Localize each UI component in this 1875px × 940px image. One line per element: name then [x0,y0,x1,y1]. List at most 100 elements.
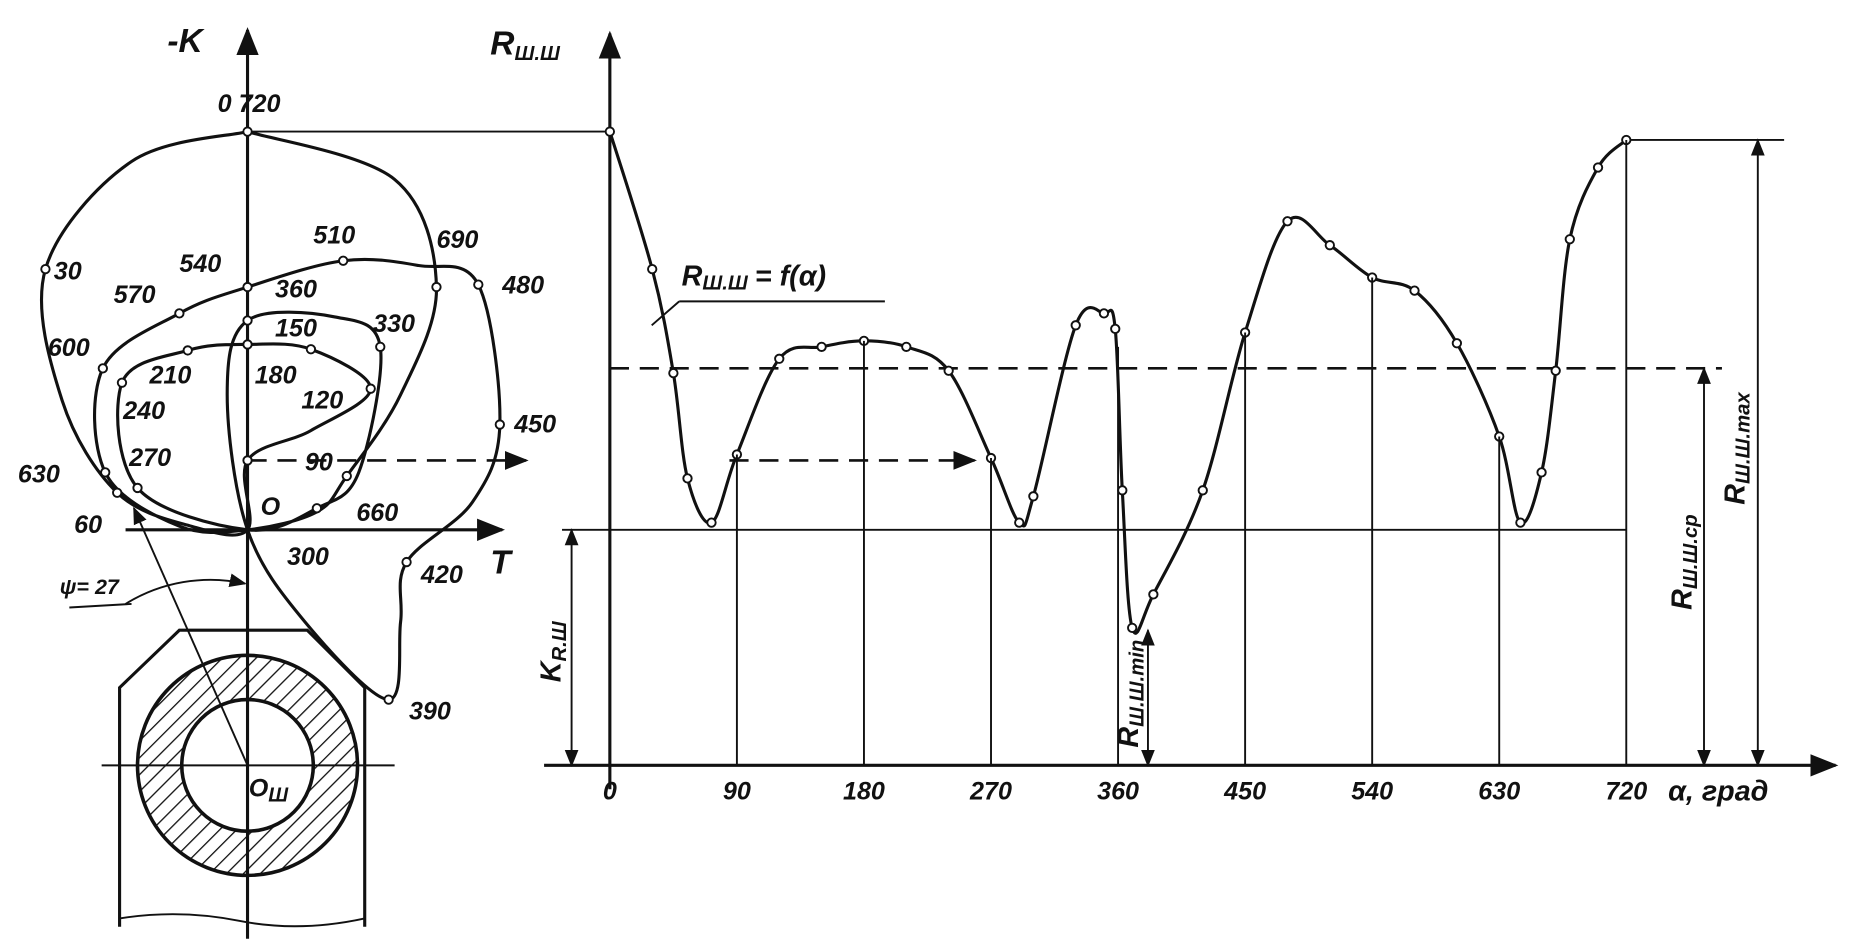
point-label: 360 [275,275,317,303]
x-tick-label: 90 [723,778,751,806]
curve-label: RШ.Ш = f(α) [682,260,827,295]
sub: Ш.Ш.ср [1680,514,1702,589]
curve-point [1070,320,1081,331]
polar-point [242,455,253,466]
x-tick-label: 270 [969,778,1012,806]
alpha-axis-label: α, град [1668,775,1768,807]
curve-point [1127,622,1138,633]
break-line [119,913,365,928]
polar-point [473,279,484,290]
curve-point [1282,216,1293,227]
curve-point [1028,491,1039,502]
point-label: 480 [501,272,544,300]
point-label: 450 [513,410,556,438]
point-label: 420 [420,561,463,589]
leader [651,300,680,327]
x-tick-label: 630 [1478,778,1520,806]
curve-point [1451,338,1463,349]
polar-point [401,556,412,568]
point-label: 630 [18,461,60,489]
polar-point [341,470,352,482]
curve-point [1515,517,1526,528]
polar-point [365,383,376,394]
labels: -K T O OШ ψ= 27 RШ.Ш RШ.Ш = f(α) α, град [60,23,1769,807]
origin-label: O [261,493,281,521]
point-label: 120 [301,386,343,414]
polar-point [116,377,128,388]
polar-point [242,126,253,137]
polar-point [375,341,386,352]
point-label: 60 [74,511,102,539]
polar-point [97,363,108,374]
x-tick-label: 450 [1223,778,1266,806]
sub: R.Ш [549,620,571,661]
t-axis-label: T [490,544,513,581]
polar-point [242,339,253,350]
curve-point [1324,240,1335,251]
polar-point [311,503,323,514]
curve-point [1098,308,1110,319]
point-label: 600 [48,334,90,362]
curve-point [1110,323,1121,335]
point-label: 90 [305,449,333,477]
polar-point [431,281,442,293]
polar-point [112,487,123,498]
x-tick-label: 540 [1351,778,1393,806]
curve-point [1014,517,1025,528]
point-label: 270 [128,444,171,472]
sub: Ш [268,785,289,807]
curve-point [1117,485,1128,496]
x-tick-label: 360 [1097,778,1139,806]
point-label: 330 [373,310,415,338]
rest: = f(α) [755,260,826,292]
point-label: 570 [114,281,156,309]
point-label: 210 [148,361,191,389]
x-tick-label: 0 [603,778,617,806]
point-label: 30 [54,257,82,285]
polar-point [338,255,349,266]
angle-label: ψ= 27 [60,575,120,599]
x-tick-label: 180 [843,778,885,806]
dimension-label: RШ.Ш.ср [1666,514,1702,609]
curve-point [604,126,615,137]
polar-point [383,694,394,705]
point-label: 540 [179,250,221,278]
polar-point [40,263,51,275]
curve-point [1592,162,1604,173]
point-label: 510 [313,221,355,249]
polar-point [494,419,505,430]
leader [69,602,132,609]
k-axis-label: -K [167,23,205,60]
point-label: 300 [287,543,329,571]
dimension-label: RШ.Ш.min [1113,640,1149,748]
curve-point [1550,365,1561,376]
curve-point [706,517,717,528]
point-label: 660 [356,499,398,527]
load-vector [133,506,249,766]
curve-point [943,365,954,376]
main: O [249,774,269,802]
point-label: 390 [409,697,451,725]
point-label: 180 [255,361,297,389]
curve-point [682,473,693,484]
curve-point [1536,467,1547,478]
point-label: 240 [122,397,165,425]
curve-point [1564,234,1575,245]
polar-point [174,308,185,319]
sub: Ш.Ш.min [1127,640,1149,727]
polar-point [100,467,111,478]
curve-point [1197,485,1208,496]
main: R [682,260,703,292]
point-label: 0 720 [218,90,281,118]
curve-point [774,353,785,364]
x-tick-label: 720 [1605,778,1647,806]
main: R [1719,484,1751,505]
polar-point [132,482,143,494]
main: K [535,659,567,682]
dimension-label: KR.Ш [535,620,571,682]
housing [118,628,367,927]
main: R [1113,727,1145,748]
curve-point [1148,589,1159,600]
dimension-label: RШ.Ш.max [1719,392,1755,505]
polar-point [242,281,253,293]
